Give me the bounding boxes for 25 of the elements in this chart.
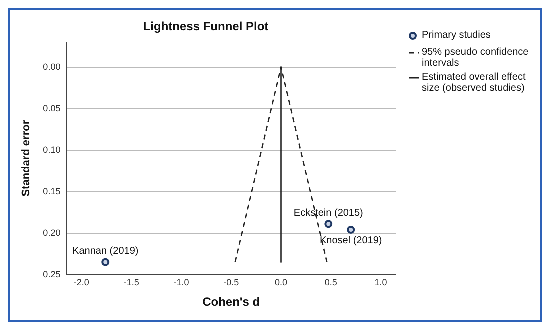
- legend-label: 95% pseudo confidence intervals: [422, 47, 530, 69]
- x-tick-label: -0.5: [224, 278, 240, 288]
- annotation: Eckstein (2015): [294, 208, 364, 219]
- y-tick-label: 0.25: [43, 269, 61, 280]
- y-axis-title: Standard error: [20, 120, 33, 197]
- y-tick-label: 0.00: [43, 62, 61, 72]
- point: [102, 258, 110, 266]
- x-tick-label: -2.0: [74, 278, 90, 288]
- point: [324, 220, 333, 228]
- annotation: Kannan (2019): [72, 246, 139, 258]
- y-tick-label: 0.20: [43, 228, 61, 238]
- y-tick-label: 0.10: [43, 144, 61, 155]
- x-axis-title: Cohen's d: [202, 295, 260, 310]
- x-tick-label: -1.5: [124, 278, 140, 288]
- y-tick-label: 0.05: [43, 103, 61, 114]
- x-tick-label: 0.0: [274, 278, 288, 288]
- y-tick-label: 0.15: [43, 186, 61, 196]
- annotation: Knosel (2019): [320, 236, 382, 247]
- x-tick-label: 0.5: [324, 278, 338, 288]
- x-tick-label: 1.0: [374, 278, 388, 288]
- legend-label: Primary studies: [422, 30, 491, 41]
- chart-title: Lightness Funnel Plot: [143, 20, 269, 34]
- point: [347, 226, 356, 234]
- legend-label: Estimated overall effect size (observed studies): [422, 72, 527, 94]
- x-tick-label: -1.0: [174, 278, 190, 288]
